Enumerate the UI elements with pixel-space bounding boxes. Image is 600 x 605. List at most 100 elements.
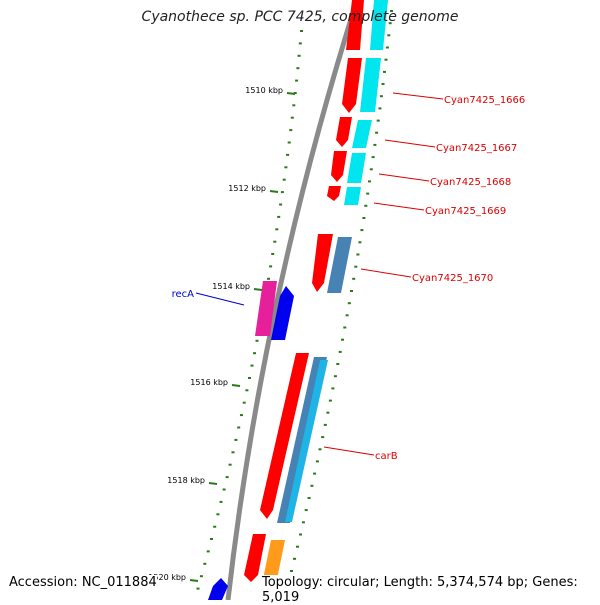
- gene-label: recA: [172, 289, 195, 300]
- outer-scale-dot: [371, 156, 375, 159]
- outer-scale-dot: [379, 95, 383, 98]
- outer-scale-dot: [333, 375, 337, 378]
- scale-dot: [219, 500, 223, 503]
- outer-scale-dot: [307, 497, 311, 499]
- tick-mark: [208, 482, 218, 485]
- label-leader-line: [373, 202, 425, 211]
- outer-scale-dot: [350, 290, 353, 292]
- map-title: Cyanothece sp. PCC 7425, complete genome: [141, 9, 459, 25]
- gene-label: Cyan7425_1668: [430, 177, 511, 188]
- scale-dot: [196, 587, 200, 590]
- scale-dot: [216, 513, 220, 516]
- label-leader-line: [323, 446, 375, 456]
- gene-arrow-1666-red: [342, 58, 362, 113]
- scale-dot: [231, 451, 235, 454]
- major-ticks: 1510 kbp 1512 kbp 1514 kbp 1516 kbp 1518 kbp…: [148, 86, 296, 582]
- outer-scale-dot: [385, 46, 389, 49]
- gene-arrow-1668-red: [331, 151, 347, 182]
- tick-mark: [231, 384, 241, 387]
- scale-dot: [253, 352, 256, 355]
- scale-dot: [293, 92, 297, 94]
- gene-label: Cyan7425_1669: [425, 206, 506, 217]
- scale-dot: [273, 240, 277, 243]
- outer-scale-dot: [362, 217, 366, 219]
- scale-dot: [282, 178, 286, 181]
- scale-dot: [255, 339, 259, 342]
- gene-arrow-top-red: [346, 0, 364, 50]
- genome-backbone: [225, 0, 360, 600]
- outer-scale-dot: [373, 143, 377, 146]
- tick-label: 1514 kbp: [212, 282, 250, 291]
- scale-dot: [213, 525, 217, 528]
- label-leader-line: [392, 92, 444, 100]
- gene-arrow-1667-cyan: [352, 120, 372, 148]
- scale-dot: [284, 166, 288, 169]
- scale-dot: [271, 253, 275, 255]
- outer-scale-dot: [381, 83, 385, 85]
- gene-arrow-carB-red: [260, 353, 309, 519]
- scale-dot: [225, 476, 229, 479]
- label-leader-line: [195, 292, 245, 306]
- outer-scale-dot: [384, 58, 388, 61]
- tick-label: 1518 kbp: [167, 476, 205, 485]
- scale-dot: [222, 488, 226, 491]
- gene-arrow-carB-skyblue: [285, 360, 328, 522]
- outer-scale-dot: [369, 168, 373, 171]
- outer-scale-dot: [336, 363, 340, 365]
- gene-arrow-recA-blue: [271, 286, 294, 340]
- gene-arrow-1667-red: [336, 117, 352, 147]
- scale-dot: [280, 191, 284, 194]
- scale-dot: [203, 562, 207, 565]
- tick-label: 1516 kbp: [190, 378, 228, 387]
- outer-scale-dot: [293, 557, 296, 560]
- outer-scale-dot: [345, 314, 349, 317]
- outer-scale-dot: [347, 302, 351, 305]
- backbone-line: [225, 0, 360, 600]
- outer-scale-dot: [323, 423, 327, 426]
- tick-label: 1520 kbp: [148, 573, 186, 582]
- outer-scale-dot: [310, 484, 314, 487]
- scale-dot: [210, 538, 213, 540]
- label-leader-line: [378, 173, 430, 182]
- gene-arrow-top-cyan: [370, 0, 388, 50]
- outer-scale-dot: [376, 119, 380, 122]
- minor-tick-dots: [196, 10, 393, 590]
- outer-scale-dot: [368, 180, 371, 183]
- scale-dot: [290, 116, 294, 119]
- scale-dot: [298, 42, 302, 45]
- outer-scale-dot: [378, 107, 382, 110]
- outer-scale-dot: [358, 241, 362, 244]
- tick-label: 1512 kbp: [228, 184, 266, 193]
- scale-dot: [240, 414, 243, 417]
- scale-dot: [292, 104, 296, 107]
- gene-arrow-1669-red: [327, 186, 341, 201]
- gene-label: Cyan7425_1667: [436, 143, 517, 154]
- scale-dot: [275, 228, 279, 231]
- scale-dot: [237, 426, 241, 429]
- scale-dot: [297, 54, 301, 57]
- tick-mark: [189, 579, 199, 582]
- tick-label: 1510 kbp: [245, 86, 283, 95]
- scale-dot: [234, 438, 238, 441]
- outer-scale-dot: [328, 399, 332, 402]
- outer-scale-dot: [318, 448, 322, 451]
- outer-scale-dot: [341, 338, 344, 341]
- outer-scale-dot: [301, 521, 305, 524]
- tick-mark: [269, 190, 279, 193]
- outer-scale-dot: [326, 411, 330, 414]
- outer-scale-dot: [356, 253, 360, 256]
- scale-dot: [277, 215, 281, 218]
- gene-label: Cyan7425_1666: [444, 95, 525, 106]
- scale-dot: [286, 153, 290, 156]
- gene-arrow-bottom-blue: [208, 578, 228, 600]
- gene-arrow-bottom-red: [244, 534, 266, 582]
- gene-features: [208, 0, 388, 600]
- scale-dot: [267, 277, 270, 280]
- gene-arrow-1668-cyan: [347, 153, 366, 183]
- gene-label: Cyan7425_1670: [412, 273, 493, 284]
- outer-scale-dot: [383, 70, 386, 73]
- accession-text: Accession: NC_011884: [9, 575, 157, 590]
- outer-scale-dot: [343, 326, 347, 329]
- tick-mark: [286, 92, 296, 95]
